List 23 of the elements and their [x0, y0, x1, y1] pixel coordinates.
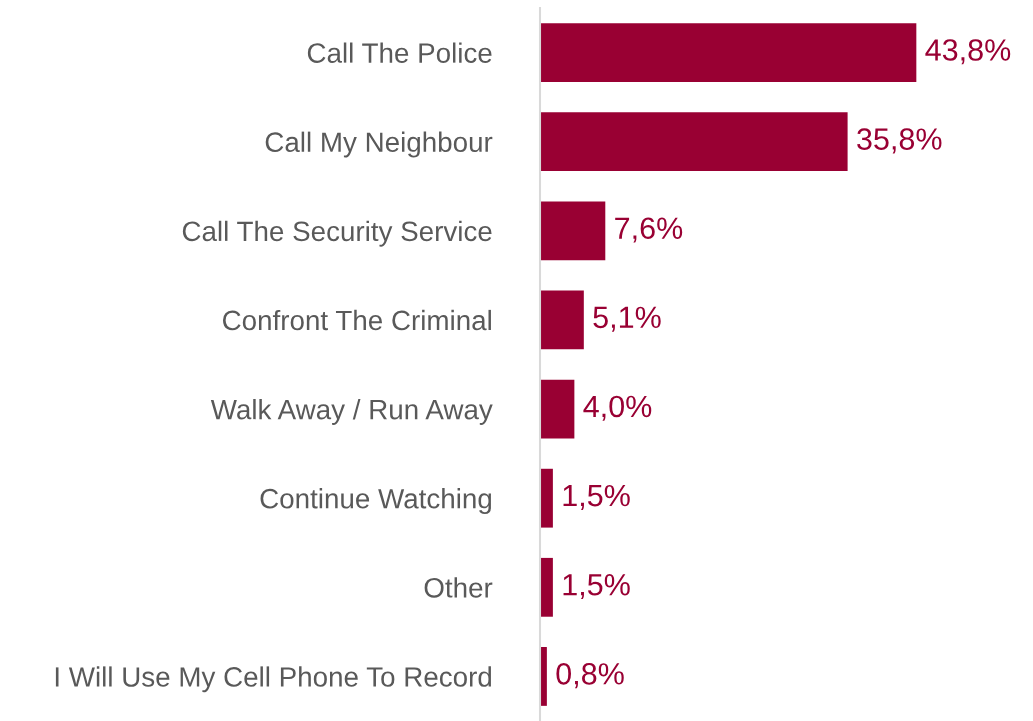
bar	[540, 290, 584, 350]
bar	[540, 379, 575, 439]
data-label: 7,6%	[615, 217, 683, 243]
data-label: 0,8%	[556, 663, 624, 689]
y-tick-label: Call My Neighbour	[265, 131, 493, 158]
data-label: 1,5%	[563, 484, 630, 510]
y-tick-label: Other	[424, 577, 493, 598]
y-tick-label: Call The Security Service	[182, 220, 492, 247]
bar	[540, 557, 553, 617]
data-label: 35,8%	[857, 128, 942, 154]
bar	[540, 112, 848, 172]
y-tick-label: Walk Away / Run Away	[210, 399, 493, 425]
data-label: 5,1%	[593, 306, 661, 332]
y-tick-label: Call The Police	[307, 42, 492, 63]
y-tick-label: Continue Watching	[260, 488, 491, 515]
bar	[540, 23, 917, 82]
data-label: 4,0%	[583, 395, 652, 421]
bar	[540, 201, 606, 261]
data-label: 43,8%	[925, 39, 1011, 65]
y-tick-label: I Will Use My Cell Phone To Record	[55, 666, 492, 693]
y-tick-label: Confront The Criminal	[222, 309, 491, 331]
bar	[540, 468, 553, 528]
data-label: 1,5%	[563, 574, 630, 600]
